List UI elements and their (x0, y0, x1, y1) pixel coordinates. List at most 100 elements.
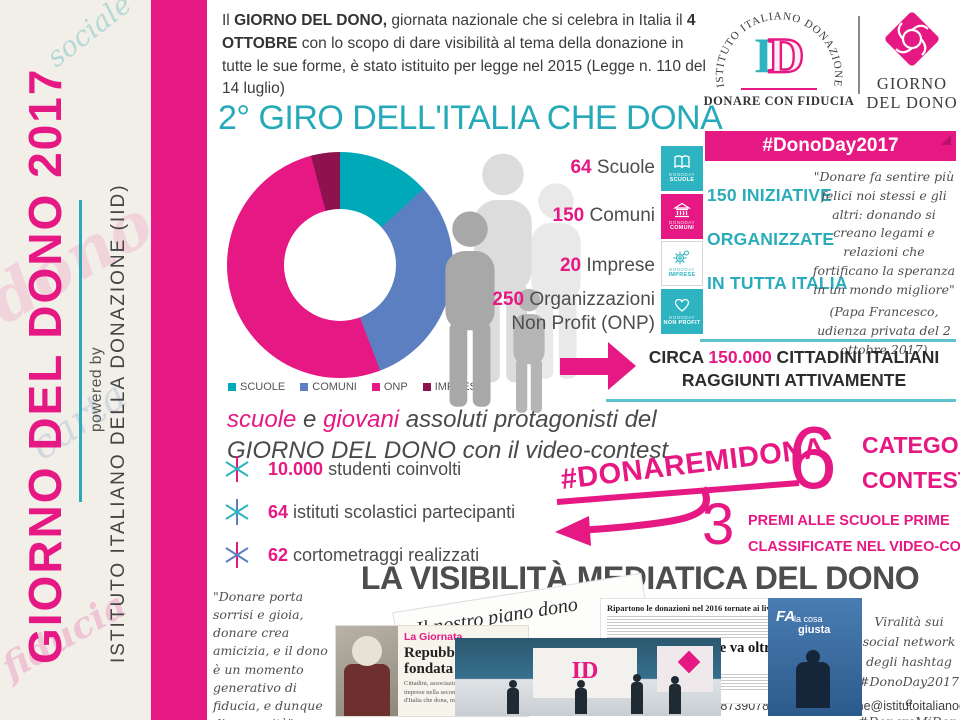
reach-number: 150.000 (708, 347, 772, 367)
chart-legend: SCUOLE COMUNI ONP IMPRESE (228, 381, 484, 393)
heart-icon (674, 298, 690, 312)
stat-value: 64 (570, 157, 592, 178)
contest-line1: CATEGORIE (862, 432, 960, 458)
badge-scuole: DONODAY SCUOLE (661, 146, 703, 191)
intro-paragraph: Il GIORNO DEL DONO, giornata nazionale c… (222, 10, 712, 101)
stat-onp: 250 Organizzazioni Non Profit (ONP) (492, 288, 655, 336)
bullet-cortometraggi: 62 cortometraggi realizzati (222, 538, 642, 572)
badge-label: SCUOLE (669, 177, 695, 183)
badge-brand: DONODAY (669, 314, 695, 320)
stat-comuni: 150 Comuni (553, 205, 655, 227)
initiatives-line: 150 INIZIATIVE (707, 185, 833, 205)
protagonists-text-part: assoluti protagonisti del (399, 406, 657, 433)
legend-label: COMUNI (312, 381, 357, 393)
initiatives-line: IN TUTTA ITALIA (707, 272, 848, 293)
badge-comuni: DONODAY COMUNI (661, 193, 703, 239)
tv-person (575, 680, 587, 714)
family-silhouettes (437, 148, 597, 418)
virality-note: Viralità sui social network degli hashta… (858, 614, 960, 720)
stat-value: 250 (492, 289, 525, 310)
bullet-label: cortometraggi realizzati (288, 544, 480, 565)
prizes-line1: PREMI ALLE SCUOLE PRIME (748, 513, 950, 529)
giorno-del-dono-logo: GIORNO DEL DONO (866, 10, 958, 113)
stat-value: 150 (552, 205, 585, 226)
reach-callout: CIRCA 150.000 CITTADINI ITALIANI RAGGIUN… (632, 346, 956, 392)
legend-swatch (228, 383, 236, 391)
badge-label: NON PROFIT (663, 319, 701, 326)
quote-attribution: (Papa Francesco, udienza privata del 2 o… (817, 304, 951, 357)
legend-swatch (371, 383, 380, 391)
donoday-hashtag: #DonoDay2017 (762, 135, 899, 156)
stat-label: Imprese (581, 255, 655, 276)
protagonists-text: scuole e giovani assoluti protagonisti d… (227, 404, 668, 466)
quote-mattarella: "Donare porta sorrisi e gioia, donare cr… (213, 588, 337, 720)
person-silhouette (513, 288, 545, 413)
stat-scuole: 64 Scuole (570, 157, 655, 179)
sidebar-divider-line (79, 200, 82, 502)
reach-line2: RAGGIUNTI ATTIVAMENTE (681, 369, 907, 390)
contest-labels: CATEGORIE CONTEST (862, 428, 960, 497)
protagonists-line1: scuole e giovani assoluti protagonisti d… (227, 404, 668, 435)
news-kicker: Ripartono le donazioni nel 2016 tornate … (607, 603, 814, 613)
section-title: 2° GIRO DELL'ITALIA CHE DONA (218, 99, 723, 137)
tv-caption: giusta (798, 624, 831, 636)
category-badges: DONODAY SCUOLE DONODAY COMUNI DONODAY IM… (661, 146, 703, 336)
iid-monogram: ID (703, 29, 855, 81)
stat-label: Scuole (591, 157, 655, 178)
contest-number: 6 (788, 408, 837, 507)
quote-papa-francesco: "Donare fa sentire più felici noi stessi… (810, 168, 958, 360)
gears-icon (673, 250, 689, 265)
tv-caption: la cosa (794, 614, 823, 624)
badge-label: IMPRESE (668, 272, 696, 278)
quote-text: "Donare fa sentire più felici noi stessi… (812, 169, 956, 297)
stat-value: 20 (559, 255, 582, 276)
iid-arc-text: ISTITUTO ITALIANO DONAZIONE (714, 10, 843, 88)
legend-item: ONP (371, 381, 408, 393)
legend-label: SCUOLE (240, 381, 286, 393)
tv-person (631, 674, 643, 714)
intro-bold: 4 OTTOBRE (222, 12, 696, 52)
prizes-number: 3 (702, 492, 735, 557)
stat-label: Comuni (584, 205, 655, 226)
iid-logo: ISTITUTO ITALIANO DONAZIONE ID DONARE CO… (703, 8, 855, 128)
bullet-label: istituti scolastici partecipanti (288, 501, 516, 522)
teal-rule-bottom (606, 399, 956, 402)
bullet-label: studenti coinvolti (323, 458, 462, 479)
highlight-giovani: giovani (323, 406, 400, 433)
stat-imprese: 20 Imprese (560, 255, 655, 277)
sidebar: sociale dono carta fiducia (0, 0, 151, 720)
bullet-number: 10.000 (268, 458, 324, 479)
badge-brand: DONODAY (669, 172, 695, 177)
intro-text: giornata nazionale che si celebra in Ita… (387, 12, 687, 29)
logo-divider (858, 16, 860, 94)
bullet-text: 64 istituti scolastici partecipanti (268, 502, 515, 523)
iid-tagline: DONARE CON FIDUCIA (703, 94, 855, 108)
reach-text: CITTADINI ITALIANI (771, 347, 940, 367)
banner-fold (941, 135, 951, 145)
reach-line1: CIRCA 150.000 CITTADINI ITALIANI (632, 346, 956, 369)
giorno-logo-text: GIORNO DEL DONO (866, 74, 958, 113)
diamond-swirl-icon (885, 12, 939, 66)
initiatives-callout: 150 INIZIATIVE ORGANIZZATE IN TUTTA ITAL… (707, 174, 848, 305)
right-arrow-icon (560, 342, 640, 390)
bullet-number: 62 (268, 544, 289, 565)
reach-text: CIRCA (648, 347, 709, 367)
tv-studio-photo: ID (455, 638, 721, 716)
prizes-labels: PREMI ALLE SCUOLE PRIME CLASSIFICATE NEL… (748, 508, 960, 560)
giorno-line2: DEL DONO (866, 92, 958, 112)
person-silhouette (445, 211, 495, 407)
giorno-line1: GIORNO (876, 74, 948, 93)
bullet-text: 10.000 studenti coinvolti (268, 459, 461, 480)
legend-swatch (300, 383, 309, 391)
legend-swatch (422, 383, 431, 391)
quote-text: "Donare porta sorrisi e gioia, donare cr… (213, 589, 328, 720)
iid-rule (741, 88, 817, 90)
legend-item: SCUOLE (228, 381, 285, 393)
initiatives-line: ORGANIZZATE (707, 228, 835, 249)
donoday-banner: #DonoDay2017 (705, 131, 956, 161)
intro-text: con lo scopo di dare visibilità al tema … (222, 34, 706, 98)
badge-imprese: DONODAY IMPRESE (661, 241, 703, 286)
contest-line2: CONTEST (862, 466, 960, 493)
prizes-line2: CLASSIFICATE NEL VIDEO-CONTEST (748, 539, 960, 556)
